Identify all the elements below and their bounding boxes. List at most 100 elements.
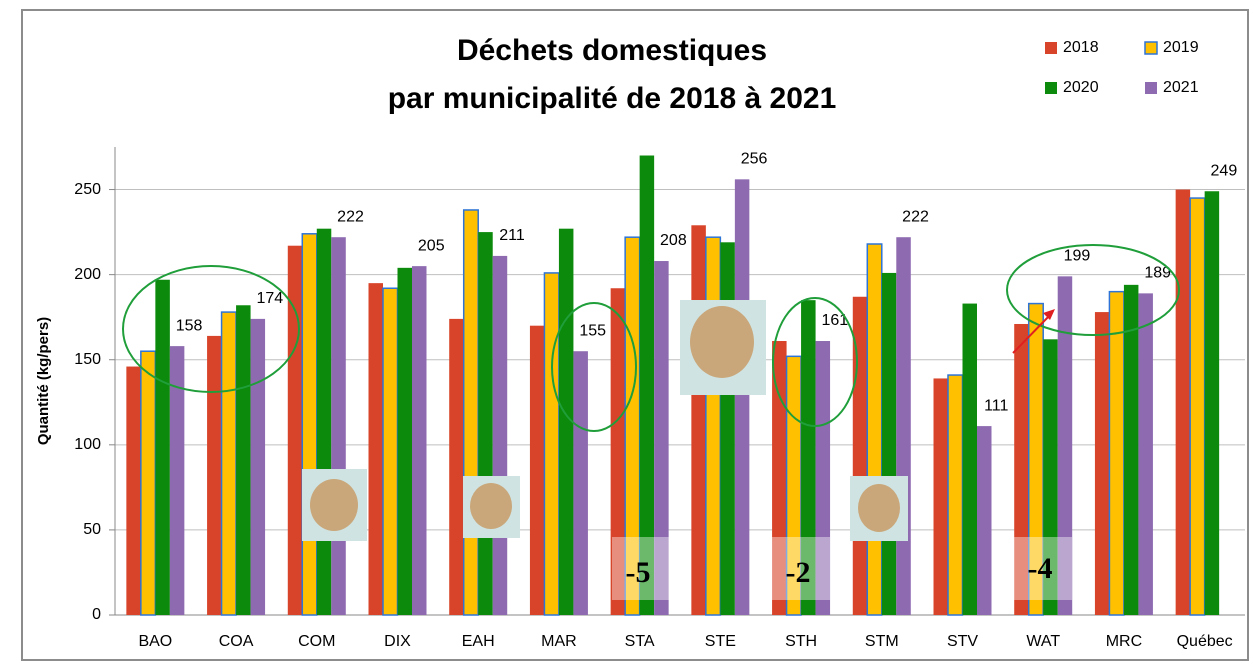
data-label: 208 bbox=[660, 232, 687, 249]
bar bbox=[801, 300, 816, 615]
bar bbox=[140, 350, 157, 616]
legend: 2018 2019 2020 2021 bbox=[1045, 39, 1199, 96]
bar bbox=[933, 378, 948, 615]
x-tick-label: MAR bbox=[541, 633, 577, 650]
annotation-box bbox=[612, 537, 670, 600]
x-tick-label: STV bbox=[947, 633, 978, 650]
x-tick-label: MRC bbox=[1106, 633, 1142, 650]
picture bbox=[310, 479, 358, 531]
x-tick-label: COM bbox=[298, 633, 335, 650]
bar bbox=[412, 266, 427, 615]
data-label: 174 bbox=[256, 290, 283, 307]
x-tick-label: WAT bbox=[1026, 633, 1060, 650]
y-tick-label: 250 bbox=[74, 181, 101, 198]
bar bbox=[734, 179, 750, 616]
x-tick-label: STH bbox=[785, 633, 817, 650]
bar bbox=[529, 325, 545, 615]
x-tick-label: STM bbox=[865, 633, 899, 650]
bar bbox=[947, 374, 964, 616]
x-tick-label: COA bbox=[219, 633, 254, 650]
bar bbox=[478, 232, 493, 615]
bar bbox=[573, 351, 588, 615]
x-tick-label: DIX bbox=[384, 633, 411, 650]
data-label: 249 bbox=[1211, 162, 1238, 179]
bar bbox=[896, 237, 911, 616]
data-label: 161 bbox=[821, 312, 848, 329]
x-tick-label: STE bbox=[705, 633, 736, 650]
legend-label: 2021 bbox=[1163, 79, 1199, 96]
bar bbox=[1189, 197, 1206, 616]
data-label: 222 bbox=[337, 208, 364, 225]
data-label: 199 bbox=[1064, 248, 1091, 265]
data-label: 155 bbox=[579, 322, 606, 339]
bar bbox=[368, 283, 383, 615]
annotation: -2 bbox=[786, 556, 811, 589]
annotation-box bbox=[771, 537, 830, 600]
y-tick-label: 0 bbox=[92, 606, 101, 623]
bar bbox=[610, 288, 626, 615]
bar bbox=[705, 236, 722, 616]
annotation: -4 bbox=[1028, 552, 1053, 585]
y-axis-label: Quantité (kg/pers) bbox=[35, 317, 52, 445]
y-tick-label: 200 bbox=[74, 266, 101, 283]
picture bbox=[470, 483, 512, 529]
chart-title: par municipalité de 2018 à 2021 bbox=[388, 82, 837, 115]
bar bbox=[250, 318, 266, 615]
bar bbox=[654, 261, 669, 615]
legend-swatch bbox=[1045, 82, 1057, 94]
bar bbox=[301, 233, 318, 616]
bar bbox=[691, 225, 706, 615]
bar bbox=[1108, 290, 1125, 616]
bar bbox=[1014, 323, 1029, 615]
x-tick-label: STA bbox=[625, 633, 655, 650]
bar bbox=[815, 341, 831, 615]
data-label: 189 bbox=[1144, 265, 1171, 282]
bar bbox=[962, 303, 977, 615]
x-tick-label: BAO bbox=[138, 633, 172, 650]
picture bbox=[858, 484, 900, 532]
legend-label: 2019 bbox=[1163, 39, 1199, 56]
x-tick-label: Québec bbox=[1177, 633, 1233, 650]
bar bbox=[639, 155, 655, 615]
annotation-box bbox=[1014, 537, 1072, 600]
data-label: 111 bbox=[984, 397, 1008, 414]
bar bbox=[772, 341, 787, 615]
bar bbox=[1138, 293, 1153, 615]
bar bbox=[207, 335, 222, 615]
legend-label: 2020 bbox=[1063, 79, 1099, 96]
bar bbox=[1043, 339, 1058, 615]
arrow-head bbox=[1043, 309, 1055, 320]
bar bbox=[866, 243, 883, 616]
bar bbox=[331, 237, 346, 616]
highlight-ellipse bbox=[772, 297, 858, 427]
bar bbox=[977, 426, 992, 615]
y-tick-label: 150 bbox=[74, 351, 101, 368]
data-label: 205 bbox=[418, 237, 445, 254]
highlight-ellipse bbox=[1006, 244, 1180, 336]
data-label: 256 bbox=[741, 151, 768, 168]
legend-swatch bbox=[1144, 41, 1158, 55]
bar bbox=[397, 267, 412, 615]
legend-label: 2018 bbox=[1063, 39, 1099, 56]
legend-swatch bbox=[1045, 42, 1057, 54]
y-tick-label: 50 bbox=[83, 521, 101, 538]
bar bbox=[382, 287, 399, 616]
bar bbox=[449, 318, 464, 615]
highlight-ellipse bbox=[551, 302, 637, 432]
bar bbox=[462, 209, 479, 616]
bar bbox=[169, 346, 185, 615]
chart-title: Déchets domestiques bbox=[457, 34, 767, 67]
y-tick-label: 100 bbox=[74, 436, 101, 453]
annotation: -5 bbox=[626, 556, 651, 589]
bar bbox=[1123, 284, 1139, 615]
bar bbox=[236, 305, 251, 615]
legend-swatch bbox=[1145, 82, 1157, 94]
bar bbox=[543, 272, 560, 616]
decorations: -5 -2 -4 bbox=[122, 244, 1180, 600]
bar bbox=[1175, 189, 1191, 615]
bar bbox=[1204, 191, 1220, 616]
bar bbox=[126, 366, 141, 615]
x-tick-label: EAH bbox=[462, 633, 495, 650]
bar bbox=[1057, 276, 1073, 615]
bar bbox=[155, 279, 170, 615]
